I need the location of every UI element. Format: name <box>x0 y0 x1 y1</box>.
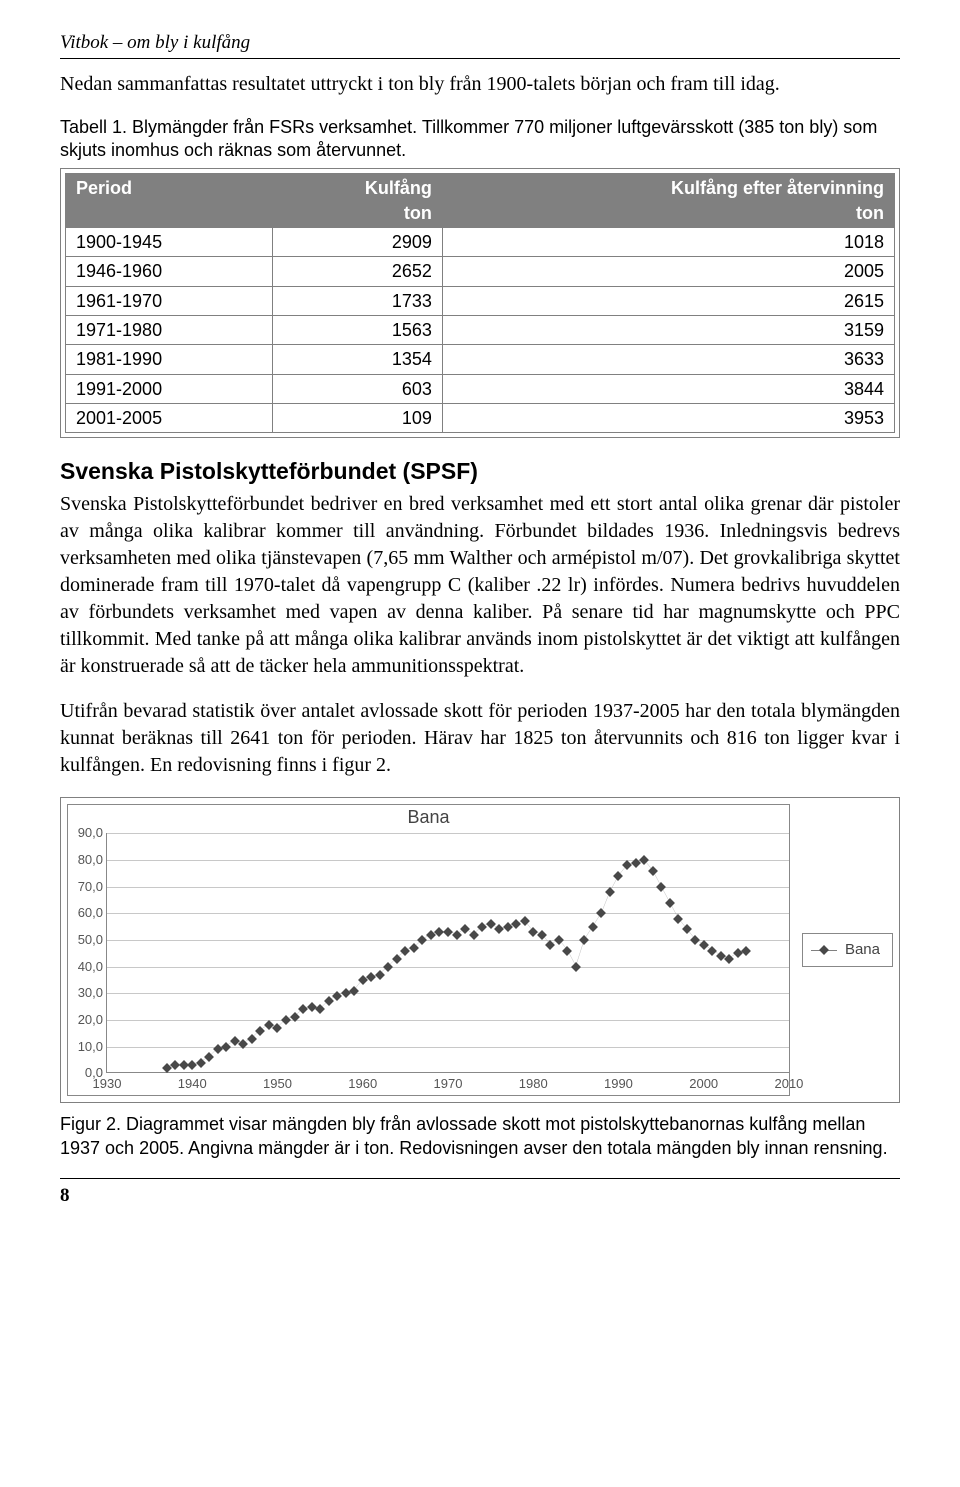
table-cell: 3159 <box>442 315 894 344</box>
table-cell: 1981-1990 <box>66 345 273 374</box>
table-cell: 1961-1970 <box>66 286 273 315</box>
table-cell: 1733 <box>272 286 442 315</box>
table-1-container: PeriodKulfångtonKulfång efter återvinnin… <box>60 168 900 438</box>
x-axis-label: 1970 <box>434 1075 463 1093</box>
y-axis-label: 90,0 <box>69 825 103 843</box>
table-cell: 2909 <box>272 228 442 257</box>
table-cell: 2005 <box>442 257 894 286</box>
footer-rule <box>60 1178 900 1179</box>
page-number: 8 <box>60 1183 900 1209</box>
x-axis-label: 1930 <box>93 1075 122 1093</box>
y-axis-label: 50,0 <box>69 931 103 949</box>
table-cell: 603 <box>272 374 442 403</box>
table-cell: 1900-1945 <box>66 228 273 257</box>
table-1: PeriodKulfångtonKulfång efter återvinnin… <box>65 173 895 433</box>
y-axis-label: 10,0 <box>69 1038 103 1056</box>
table-cell: 2652 <box>272 257 442 286</box>
header-rule <box>60 58 900 59</box>
chart-legend: Bana <box>802 933 893 967</box>
table-row: 1961-197017332615 <box>66 286 895 315</box>
intro-paragraph: Nedan sammanfattas resultatet uttryckt i… <box>60 71 900 98</box>
table-row: 1991-20006033844 <box>66 374 895 403</box>
figure-2-container: Bana 0,010,020,030,040,050,060,070,080,0… <box>60 797 900 1103</box>
body-paragraph-2: Utifrån bevarad statistik över antalet a… <box>60 698 900 779</box>
table-cell: 109 <box>272 403 442 432</box>
legend-label: Bana <box>845 940 880 960</box>
table-cell: 1971-1980 <box>66 315 273 344</box>
chart-plot-area: Bana 0,010,020,030,040,050,060,070,080,0… <box>67 804 790 1096</box>
table-cell: 1946-1960 <box>66 257 273 286</box>
table-row: 1981-199013543633 <box>66 345 895 374</box>
table-cell: 2001-2005 <box>66 403 273 432</box>
figure-2-caption: Figur 2. Diagrammet visar mängden bly fr… <box>60 1113 900 1160</box>
x-axis-label: 2010 <box>774 1075 803 1093</box>
x-axis-label: 2000 <box>689 1075 718 1093</box>
table-cell: 3633 <box>442 345 894 374</box>
table-header-cell: Kulfångton <box>272 174 442 228</box>
table-cell: 1018 <box>442 228 894 257</box>
x-axis-label: 1990 <box>604 1075 633 1093</box>
table-row: 1971-198015633159 <box>66 315 895 344</box>
y-axis-label: 30,0 <box>69 985 103 1003</box>
table-cell: 3844 <box>442 374 894 403</box>
table-header-cell: Kulfång efter återvinnington <box>442 174 894 228</box>
running-header: Vitbok – om bly i kulfång <box>60 30 900 56</box>
y-axis-label: 40,0 <box>69 958 103 976</box>
table-cell: 3953 <box>442 403 894 432</box>
table-cell: 1354 <box>272 345 442 374</box>
y-axis-label: 80,0 <box>69 851 103 869</box>
section-heading: Svenska Pistolskytteförbundet (SPSF) <box>60 456 900 487</box>
body-paragraph-1: Svenska Pistolskytteförbundet bedriver e… <box>60 491 900 680</box>
table-caption: Tabell 1. Blymängder från FSRs verksamhe… <box>60 116 900 163</box>
table-cell: 1563 <box>272 315 442 344</box>
y-axis-label: 20,0 <box>69 1011 103 1029</box>
table-cell: 2615 <box>442 286 894 315</box>
y-axis-label: 70,0 <box>69 878 103 896</box>
x-axis-label: 1980 <box>519 1075 548 1093</box>
table-header-cell: Period <box>66 174 273 228</box>
legend-marker-icon <box>811 950 837 951</box>
x-axis-label: 1950 <box>263 1075 292 1093</box>
x-axis-label: 1960 <box>348 1075 377 1093</box>
table-row: 2001-20051093953 <box>66 403 895 432</box>
table-row: 1900-194529091018 <box>66 228 895 257</box>
x-axis-label: 1940 <box>178 1075 207 1093</box>
chart-title: Bana <box>68 805 789 829</box>
y-axis-label: 60,0 <box>69 905 103 923</box>
table-cell: 1991-2000 <box>66 374 273 403</box>
table-row: 1946-196026522005 <box>66 257 895 286</box>
